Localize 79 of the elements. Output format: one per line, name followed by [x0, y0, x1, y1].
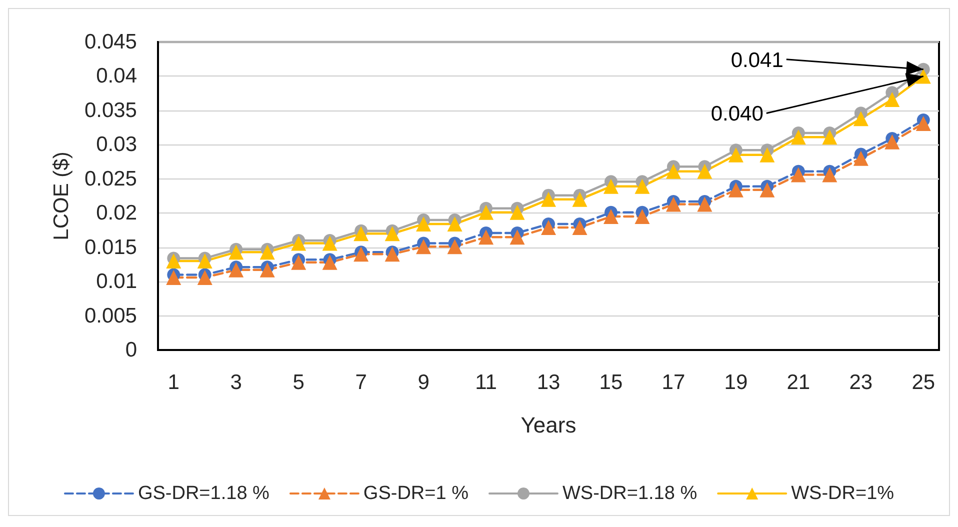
x-tick-label: 7 [355, 371, 367, 394]
y-tick-label: 0.025 [84, 167, 137, 190]
point [853, 150, 868, 166]
point [478, 230, 494, 245]
y-tick-label: 0 [125, 338, 137, 362]
legend-label: GS-DR=1.18 % [138, 483, 270, 504]
point [291, 254, 306, 270]
y-axis-title: LCOE ($) [50, 152, 73, 240]
y-tick-label: 0.03 [96, 133, 137, 156]
point [416, 239, 432, 254]
point [260, 244, 275, 260]
y-tick-label: 0.04 [96, 64, 138, 88]
x-tick-label: 11 [475, 371, 497, 394]
x-tick-label: 19 [724, 371, 748, 394]
point [166, 254, 182, 269]
point [884, 134, 900, 150]
point [197, 254, 212, 269]
point [354, 226, 369, 242]
x-tick-label: 3 [230, 371, 242, 394]
x-tick-label: 25 [912, 371, 936, 394]
point [228, 262, 244, 278]
x-tick-label: 9 [418, 371, 430, 394]
point [822, 130, 838, 145]
point [916, 116, 931, 131]
point [541, 220, 556, 235]
y-tick-label: 0.02 [96, 202, 137, 225]
x-tick-label: 15 [599, 371, 623, 394]
x-tick-label: 13 [536, 371, 560, 394]
point [728, 147, 744, 162]
point [666, 164, 681, 179]
point [447, 239, 462, 254]
point [384, 246, 400, 262]
point [510, 204, 525, 220]
point [322, 254, 338, 270]
y-tick-label: 0.045 [84, 30, 137, 54]
point [416, 216, 432, 232]
point [853, 111, 868, 126]
point [228, 244, 244, 260]
legend-label: GS-DR=1 % [363, 483, 469, 504]
x-tick-label: 17 [662, 371, 686, 394]
point [728, 182, 744, 198]
point [541, 192, 556, 207]
y-tick-label: 0.035 [84, 98, 137, 122]
y-tick-label: 0.005 [84, 304, 137, 328]
point [291, 236, 306, 251]
point [197, 270, 212, 285]
point [384, 226, 400, 242]
point [822, 167, 838, 182]
legend-label: WS-DR=1.18 % [562, 483, 698, 504]
point [572, 220, 588, 235]
x-tick-label: 5 [292, 371, 304, 394]
point [510, 230, 525, 245]
point [697, 196, 712, 212]
x-tick-label: 21 [786, 371, 810, 394]
point [790, 130, 806, 145]
point [478, 204, 494, 220]
x-tick-label: 1 [168, 371, 180, 394]
annotation: 0.040 [710, 102, 764, 126]
point [447, 216, 462, 232]
point [322, 236, 338, 251]
point [666, 196, 681, 212]
legend-label: WS-DR=1% [791, 483, 894, 504]
point [166, 270, 182, 285]
point [354, 246, 369, 262]
y-tick-label: 0.01 [96, 270, 137, 294]
x-axis-title: Years [520, 412, 576, 438]
point [697, 164, 712, 179]
point [760, 147, 775, 162]
point [572, 192, 588, 207]
point [603, 209, 618, 224]
x-tick-label: 23 [849, 371, 873, 394]
y-tick-label: 0.015 [84, 236, 137, 259]
point [760, 182, 775, 198]
point [790, 167, 806, 182]
annotation: 0.041 [730, 48, 784, 72]
point [634, 178, 650, 194]
point [260, 262, 275, 278]
point [603, 178, 618, 194]
point [634, 209, 650, 224]
